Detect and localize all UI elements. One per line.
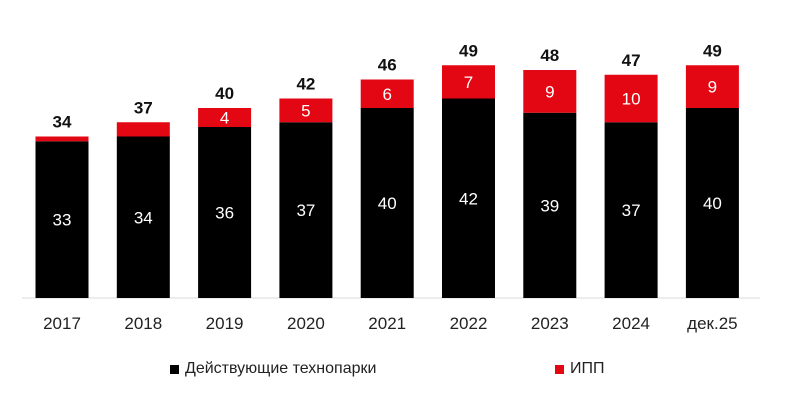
bar-total-label: 49	[459, 41, 478, 60]
bars-group: 33 34 34 37 36 4 40 37 5 42 40 6 46 42 7 49 39 9 48 37 10 47 4…	[35, 41, 739, 298]
x-tick-label: 2022	[450, 314, 488, 333]
x-tick-label: дек.25	[687, 314, 737, 333]
segment-label-operating-technoparks: 40	[703, 194, 722, 213]
bar-total-label: 34	[53, 113, 72, 132]
bar-segment-operating-technoparks	[198, 127, 252, 298]
bar-total-label: 49	[703, 41, 722, 60]
x-tick-label: 2019	[206, 314, 244, 333]
segment-label-ipp: 4	[220, 109, 229, 128]
x-tick-label: 2017	[43, 314, 81, 333]
x-axis-ticks: 2017 2018 2019 2020 2021 2022 2023 2024 дек.25	[43, 314, 738, 333]
x-tick-label: 2021	[368, 314, 406, 333]
legend-label-operating-technoparks: Действующие технопарки	[185, 360, 377, 377]
segment-label-operating-technoparks: 34	[134, 208, 153, 227]
segment-label-operating-technoparks: 33	[53, 211, 72, 230]
bar-total-label: 42	[296, 75, 315, 94]
x-tick-label: 2023	[531, 314, 569, 333]
bar-segment-operating-technoparks	[360, 108, 414, 298]
bar-segment-ipp	[279, 98, 333, 123]
bar-segment-ipp	[198, 108, 252, 127]
bar-total-label: 40	[215, 84, 234, 103]
bar-segment-operating-technoparks	[604, 122, 658, 298]
legend-swatch-ipp	[555, 364, 564, 374]
segment-label-operating-technoparks: 40	[378, 194, 397, 213]
bar-segment-ipp	[685, 65, 739, 108]
segment-label-operating-technoparks: 42	[459, 189, 478, 208]
legend-label-ipp: ИПП	[570, 360, 605, 377]
bar-segment-ipp	[360, 79, 414, 108]
segment-label-ipp: 9	[545, 82, 554, 101]
x-tick-label: 2024	[612, 314, 650, 333]
x-tick-label: 2020	[287, 314, 325, 333]
bar-total-label: 37	[134, 98, 153, 117]
bar-segment-ipp	[442, 65, 495, 99]
bar-segment-operating-technoparks	[279, 122, 333, 298]
legend-item-ipp: ИПП	[555, 360, 605, 378]
bar-segment-ipp	[604, 74, 658, 123]
segment-label-operating-technoparks: 39	[540, 196, 559, 215]
segment-label-ipp: 5	[301, 101, 310, 120]
bar-segment-ipp	[523, 70, 577, 113]
segment-label-ipp: 7	[464, 73, 473, 92]
legend-item-operating-technoparks: Действующие технопарки	[170, 360, 376, 378]
bar-total-label: 47	[622, 51, 641, 70]
bar-segment-ipp	[35, 136, 89, 142]
bar-total-label: 48	[540, 46, 559, 65]
bar-segment-operating-technoparks	[442, 98, 495, 298]
segment-label-ipp: 10	[622, 90, 641, 109]
bar-segment-operating-technoparks	[685, 108, 739, 298]
bar-segment-operating-technoparks	[523, 112, 577, 298]
segment-label-operating-technoparks: 37	[296, 201, 315, 220]
segment-label-ipp: 9	[708, 78, 717, 97]
segment-label-operating-technoparks: 37	[622, 201, 641, 220]
legend-swatch-operating-technoparks	[170, 364, 179, 374]
bar-segment-operating-technoparks	[35, 141, 89, 298]
bar-segment-operating-technoparks	[116, 136, 170, 298]
bar-segment-ipp	[116, 122, 170, 137]
legend: Действующие технопарки ИПП	[0, 360, 800, 384]
x-tick-label: 2018	[124, 314, 162, 333]
segment-label-ipp: 6	[382, 85, 391, 104]
segment-label-operating-technoparks: 36	[215, 204, 234, 223]
bar-total-label: 46	[378, 56, 397, 75]
